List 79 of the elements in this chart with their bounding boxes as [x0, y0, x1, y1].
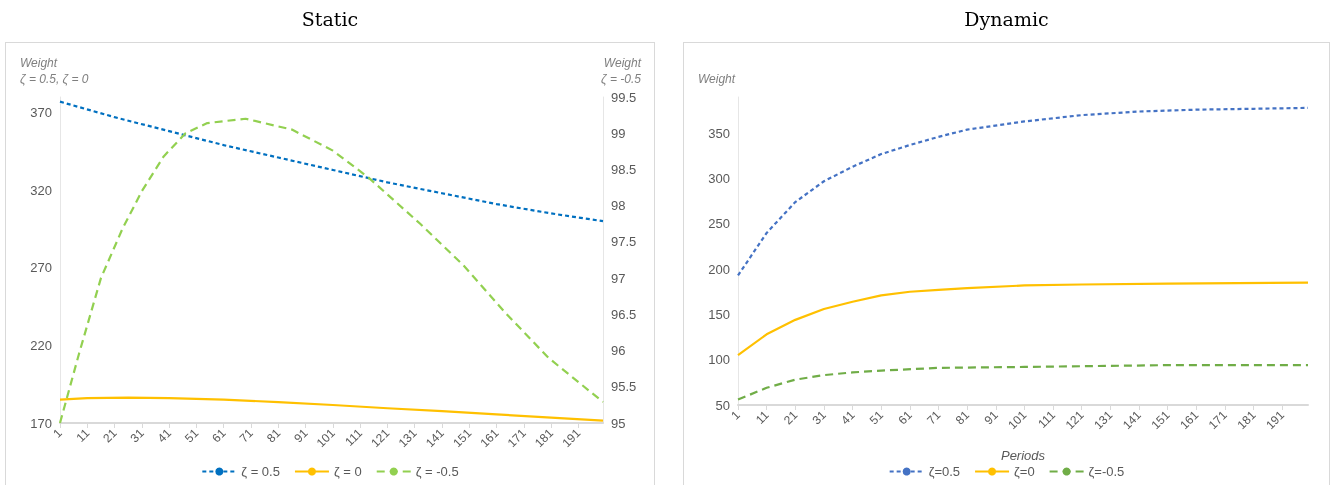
x-tick-label: 131 — [1091, 407, 1116, 433]
x-tick-label: 11 — [752, 407, 772, 427]
x-tick-label: 81 — [952, 407, 973, 428]
x-tick-label: 61 — [209, 425, 229, 446]
y-tick-label: 150 — [708, 306, 730, 322]
line-series — [736, 106, 1310, 277]
x-tick-label: 111 — [1035, 407, 1059, 431]
y2-tick-label: 99.5 — [611, 89, 637, 105]
x-tick-label: 11 — [73, 425, 93, 445]
y2-tick-label: 96.5 — [611, 306, 637, 322]
x-axis-title: Periods — [1000, 448, 1046, 463]
x-tick-label: 41 — [154, 425, 175, 446]
y-tick-label: 270 — [30, 260, 52, 276]
y-tick-label: 170 — [30, 415, 52, 431]
x-tick-label: 121 — [368, 425, 393, 451]
x-tick-label: 161 — [477, 425, 502, 451]
y2-tick-label: 95 — [611, 415, 626, 431]
x-tick-label: 21 — [780, 407, 801, 428]
y-tick-label: 320 — [30, 182, 52, 198]
x-tick-label: 171 — [1205, 407, 1231, 433]
x-tick-label: 191 — [1263, 407, 1288, 433]
legend-label: ζ=0 — [1014, 464, 1035, 479]
x-tick-label: 131 — [395, 425, 420, 451]
line-series — [58, 100, 605, 223]
x-tick-label: 191 — [559, 425, 584, 451]
y2-tick-label: 97.5 — [611, 234, 637, 250]
x-tick-label: 181 — [532, 425, 557, 451]
x-tick-label: 61 — [895, 407, 916, 428]
x-tick-label: 1 — [50, 425, 66, 441]
x-tick-label: 181 — [1234, 407, 1259, 433]
y-tick-label: 200 — [708, 261, 730, 277]
x-tick-label: 171 — [504, 425, 530, 451]
y-tick-label: 250 — [708, 216, 730, 232]
chart-title: Static — [300, 8, 360, 30]
y-axis-title: Weight — [698, 72, 736, 86]
legend-label: ζ=0.5 — [928, 464, 961, 479]
x-tick-label: 91 — [291, 425, 311, 446]
x-tick-label: 41 — [838, 407, 858, 428]
y2-tick-label: 98 — [611, 198, 626, 214]
x-tick-label: 101 — [1005, 407, 1030, 433]
x-tick-label: 141 — [1119, 407, 1145, 433]
chart-title: Dynamic — [963, 8, 1050, 30]
line-series — [736, 281, 1310, 357]
x-tick-label: 31 — [127, 425, 148, 446]
legend-label: ζ = 0.5 — [241, 464, 280, 479]
x-tick-label: 121 — [1062, 407, 1087, 433]
y2-tick-label: 96 — [611, 343, 626, 359]
y2-tick-label: 95.5 — [611, 379, 637, 395]
x-tick-label: 71 — [236, 425, 257, 446]
legend-label: ζ = -0.5 — [415, 464, 459, 479]
y2-tick-label: 97 — [611, 270, 626, 286]
y-tick-label: 350 — [708, 125, 730, 141]
x-tick-label: 151 — [450, 425, 475, 451]
x-tick-label: 101 — [313, 425, 339, 451]
x-tick-label: 21 — [100, 425, 120, 446]
x-tick-label: 161 — [1177, 407, 1202, 433]
y-axis-title: Weight ζ = 0.5, ζ = 0 — [20, 56, 89, 86]
x-tick-label: 81 — [263, 425, 284, 446]
x-tick-label: 141 — [422, 425, 448, 451]
x-tick-label: 111 — [342, 425, 366, 449]
y-tick-label: 300 — [708, 171, 730, 187]
x-tick-label: 71 — [924, 407, 944, 428]
y2-axis-title: Weight ζ = -0.5 — [601, 56, 642, 86]
legend-label: ζ=-0.5 — [1088, 464, 1125, 479]
y-tick-label: 50 — [715, 397, 730, 413]
x-tick-label: 1 — [728, 407, 744, 423]
legend-label: ζ = 0 — [333, 464, 362, 479]
line-series — [736, 364, 1310, 401]
y2-tick-label: 99 — [611, 125, 626, 141]
y2-tick-label: 98.5 — [611, 161, 637, 177]
line-series — [58, 117, 605, 425]
x-tick-label: 51 — [182, 425, 202, 446]
x-tick-label: 31 — [809, 407, 830, 428]
y-tick-label: 100 — [708, 352, 730, 368]
x-tick-label: 51 — [866, 407, 887, 428]
y-tick-label: 370 — [30, 105, 52, 121]
y-tick-label: 220 — [30, 337, 52, 353]
x-tick-label: 91 — [981, 407, 1001, 428]
x-tick-label: 151 — [1148, 407, 1173, 433]
